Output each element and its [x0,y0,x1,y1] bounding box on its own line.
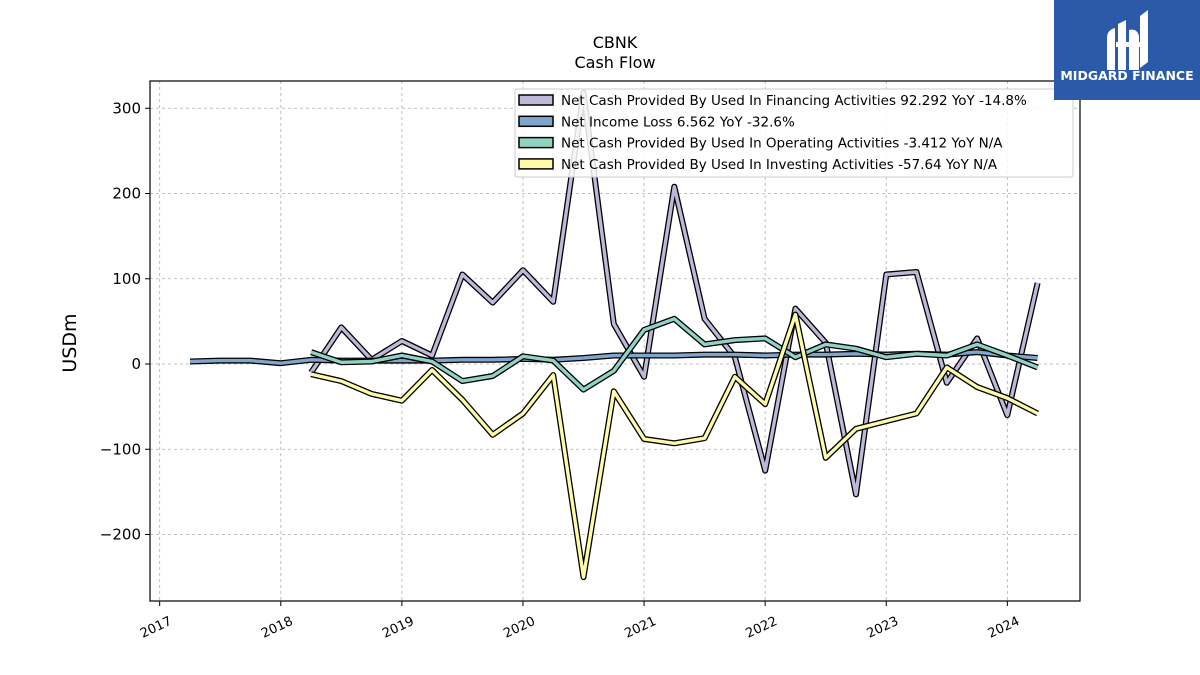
series-4 [310,311,1039,581]
y-tick-label: 200 [112,185,141,203]
legend-swatch [518,94,554,106]
y-tick-label: 300 [112,99,141,117]
legend-box [514,88,1074,178]
series-1 [308,89,1041,498]
legend-swatch [518,115,554,128]
brand-logo: MIDGARD FINANCE [1054,0,1200,100]
legend: Net Cash Provided By Used In Financing A… [514,88,1074,178]
x-tick-label: 2020 [501,614,537,642]
series-line [309,91,1040,497]
series-3 [310,315,1039,393]
brand-mark-icon [1107,10,1148,71]
legend-label: Net Cash Provided By Used In Financing A… [561,93,1027,109]
chart-subtitle: Cash Flow [574,53,655,72]
x-tick-label: 2022 [744,614,780,642]
x-tick-label: 2017 [138,614,174,642]
plot-frame [149,80,1081,602]
legend-item: Net Income Loss 6.562 YoY -32.6% [518,114,795,130]
legend-label: Net Income Loss 6.562 YoY -32.6% [561,114,795,130]
legend-item: Net Cash Provided By Used In Operating A… [518,136,1003,152]
x-tick-label: 2024 [986,614,1022,642]
y-axis-label: USDm [59,313,81,372]
series-line [310,312,1039,579]
legend-label: Net Cash Provided By Used In Operating A… [561,136,1003,152]
legend-item: Net Cash Provided By Used In Investing A… [518,157,998,173]
y-tick-label: 0 [131,355,141,373]
series-layer [189,89,1041,581]
legend-swatch [518,158,554,170]
brand-name: MIDGARD FINANCE [1060,68,1193,83]
legend-swatch [518,136,554,149]
legend-item: Net Cash Provided By Used In Financing A… [518,93,1027,109]
x-tick-label: 2021 [622,614,658,642]
x-tick-label: 2023 [865,614,901,642]
chart-title: CBNK [593,33,638,52]
series-line [310,317,1039,392]
legend-label: Net Cash Provided By Used In Investing A… [561,157,998,173]
y-tick-label: −100 [100,440,141,458]
y-tick-label: 100 [112,270,141,288]
y-tick-label: −200 [100,526,141,544]
x-tick-label: 2019 [380,614,416,642]
x-tick-label: 2018 [259,614,295,642]
